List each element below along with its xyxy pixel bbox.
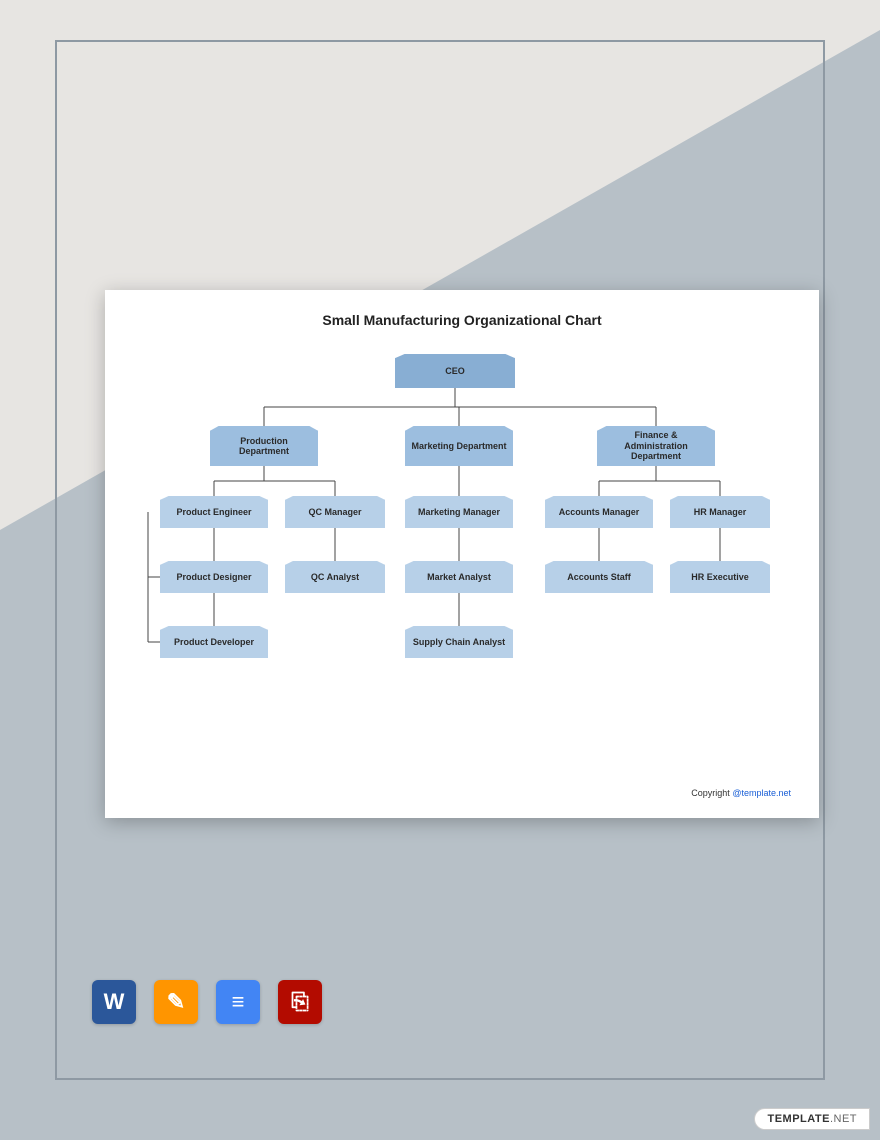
watermark-badge: TEMPLATE.NET bbox=[754, 1108, 870, 1130]
gdocs-icon[interactable]: ≡ bbox=[216, 980, 260, 1024]
org-node-as: Accounts Staff bbox=[545, 561, 653, 593]
document-title: Small Manufacturing Organizational Chart bbox=[105, 290, 819, 328]
org-node-sca: Supply Chain Analyst bbox=[405, 626, 513, 658]
word-icon[interactable]: W bbox=[92, 980, 136, 1024]
pages-icon[interactable]: ✎ bbox=[154, 980, 198, 1024]
org-chart-edges bbox=[105, 346, 819, 766]
org-node-qca: QC Analyst bbox=[285, 561, 385, 593]
org-node-ceo: CEO bbox=[395, 354, 515, 388]
copyright-link[interactable]: @template.net bbox=[732, 788, 791, 798]
org-node-am: Accounts Manager bbox=[545, 496, 653, 528]
org-node-pdv: Product Developer bbox=[160, 626, 268, 658]
org-node-pe: Product Engineer bbox=[160, 496, 268, 528]
org-node-prod: Production Department bbox=[210, 426, 318, 466]
org-chart: CEO Production Department Marketing Depart… bbox=[105, 346, 819, 766]
copyright-label: Copyright bbox=[691, 788, 730, 798]
org-node-mkt: Marketing Department bbox=[405, 426, 513, 466]
org-node-qcm: QC Manager bbox=[285, 496, 385, 528]
org-node-pd: Product Designer bbox=[160, 561, 268, 593]
watermark-suffix: .NET bbox=[830, 1113, 857, 1125]
org-node-hrm: HR Manager bbox=[670, 496, 770, 528]
org-node-mm: Marketing Manager bbox=[405, 496, 513, 528]
app-icons-row: W ✎ ≡ ⎘ bbox=[92, 980, 322, 1024]
org-node-fin: Finance & Administration Department bbox=[597, 426, 715, 466]
watermark-brand: TEMPLATE bbox=[767, 1113, 829, 1125]
org-node-ma: Market Analyst bbox=[405, 561, 513, 593]
org-node-hre: HR Executive bbox=[670, 561, 770, 593]
pdf-icon[interactable]: ⎘ bbox=[278, 980, 322, 1024]
document-preview: Small Manufacturing Organizational Chart… bbox=[105, 290, 819, 818]
copyright: Copyright @template.net bbox=[691, 788, 791, 798]
